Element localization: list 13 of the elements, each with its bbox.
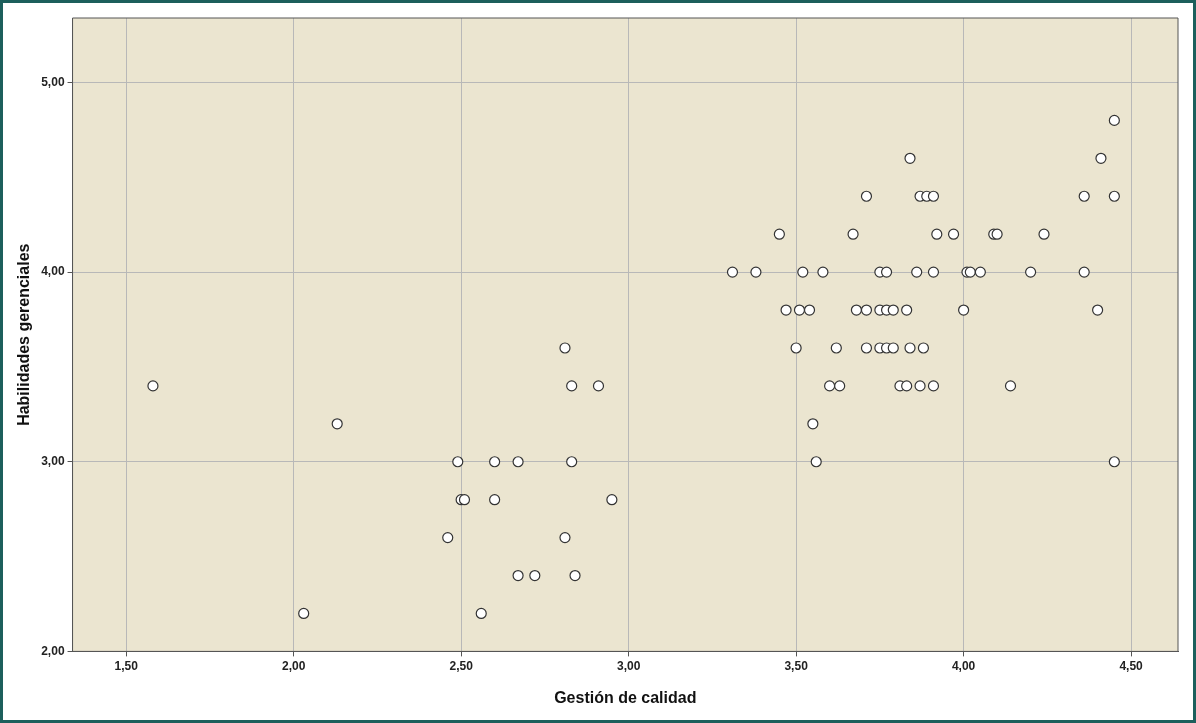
x-tick-label: 4,50: [1119, 658, 1144, 673]
x-tick-label: 3,50: [784, 658, 809, 673]
x-tick-label: 3,00: [616, 658, 641, 673]
x-axis-title: Gestión de calidad: [554, 688, 697, 706]
y-tick-label: 2,00: [41, 643, 65, 658]
y-axis-title: Habilidades gerenciales: [15, 243, 33, 426]
y-tick-label: 5,00: [41, 74, 65, 89]
x-tick-label: 4,00: [951, 658, 976, 673]
x-tick-label: 1,50: [114, 658, 139, 673]
x-tick-label: 2,50: [449, 658, 474, 673]
x-tick-label: 2,00: [281, 658, 306, 673]
y-tick-label: 3,00: [41, 454, 65, 469]
y-tick-label: 4,00: [41, 264, 65, 279]
